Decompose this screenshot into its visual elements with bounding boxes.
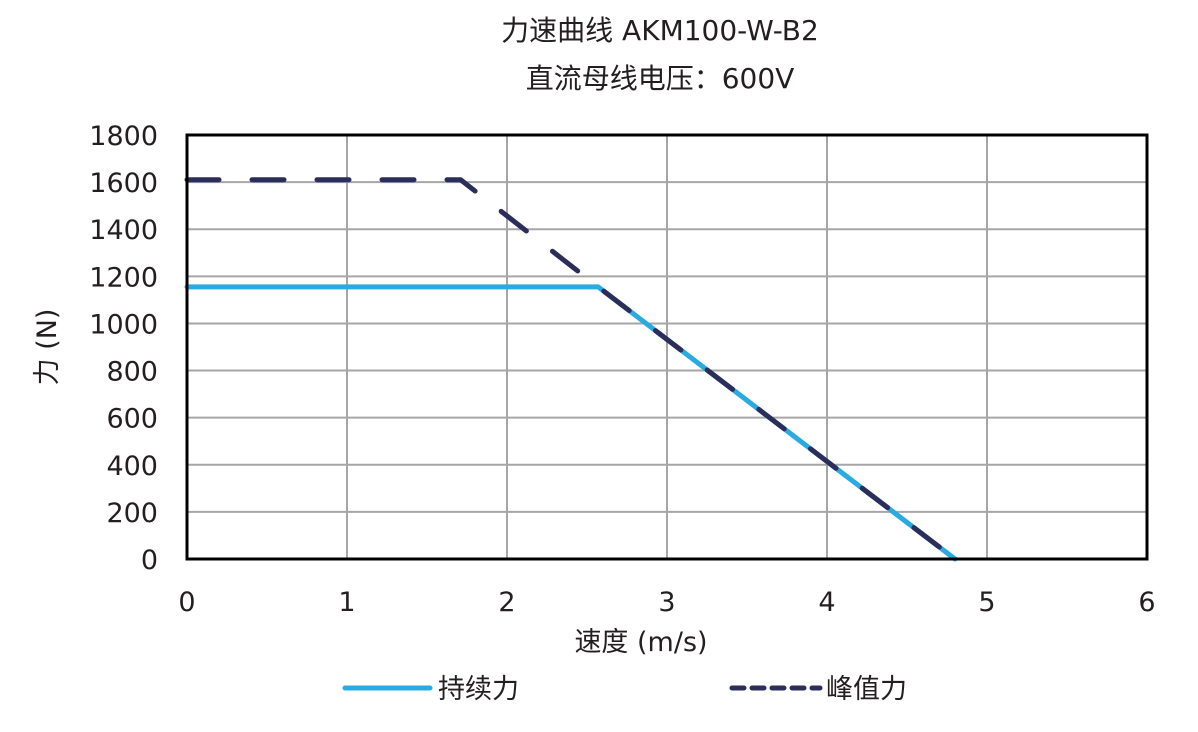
- y-tick-label: 800: [106, 357, 158, 388]
- y-tick-label: 400: [106, 451, 158, 482]
- series-line-1: [184, 177, 958, 562]
- legend: 持续力 峰值力: [342, 674, 907, 705]
- y-axis-ticks: 0 200 400 600 800 1000 1200 1400 1600 1800: [89, 121, 158, 576]
- x-tick-label: 0: [178, 587, 195, 618]
- y-tick-label: 1600: [89, 168, 158, 199]
- x-tick-label: 2: [498, 587, 515, 618]
- x-tick-label: 4: [818, 587, 835, 618]
- series-lines: [184, 177, 958, 562]
- x-tick-label: 5: [978, 587, 995, 618]
- y-tick-label: 200: [106, 498, 158, 529]
- legend-label-0: 持续力: [438, 674, 519, 705]
- y-tick-label: 1400: [89, 215, 158, 246]
- y-tick-label: 1200: [89, 262, 158, 293]
- y-axis-label: 力 (N): [32, 309, 63, 386]
- y-tick-label: 1800: [89, 121, 158, 152]
- x-tick-label: 1: [338, 587, 355, 618]
- y-tick-label: 1000: [89, 309, 158, 340]
- x-axis-ticks: 0 1 2 3 4 5 6: [178, 587, 1155, 618]
- plot-frame: [185, 133, 1149, 561]
- grid-lines: [186, 134, 1148, 560]
- x-tick-label: 3: [658, 587, 675, 618]
- chart-subtitle: 直流母线电压：600V: [525, 62, 795, 95]
- legend-label-1: 峰值力: [826, 674, 907, 705]
- y-tick-label: 0: [141, 545, 158, 576]
- y-tick-label: 600: [106, 404, 158, 435]
- chart-title: 力速曲线 AKM100-W-B2: [501, 14, 819, 47]
- series-line-0: [184, 284, 958, 562]
- x-tick-label: 6: [1138, 587, 1155, 618]
- x-axis-label: 速度 (m/s): [574, 627, 707, 658]
